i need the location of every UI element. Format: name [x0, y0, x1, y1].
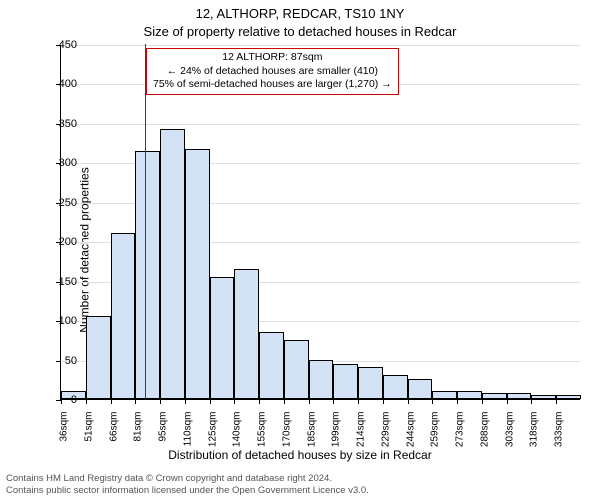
x-tick-mark — [135, 399, 136, 404]
histogram-bar — [284, 340, 309, 399]
x-tick-label: 110sqm — [182, 412, 193, 452]
y-tick-label: 150 — [47, 276, 77, 288]
x-tick-label: 140sqm — [232, 412, 243, 452]
histogram-bar — [556, 395, 581, 399]
histogram-bar — [160, 129, 185, 399]
x-tick-mark — [333, 399, 334, 404]
x-tick-mark — [556, 399, 557, 404]
x-tick-mark — [482, 399, 483, 404]
x-tick-label: 303sqm — [504, 412, 515, 452]
grid-line — [61, 124, 580, 125]
histogram-bar — [482, 393, 507, 399]
histogram-bar — [457, 391, 482, 399]
y-tick-label: 350 — [47, 118, 77, 130]
x-tick-label: 81sqm — [133, 412, 144, 452]
x-tick-mark — [507, 399, 508, 404]
x-tick-mark — [284, 399, 285, 404]
histogram-bar — [531, 395, 556, 399]
annotation-line: 12 ALTHORP: 87sqm — [153, 51, 392, 65]
x-tick-label: 66sqm — [108, 412, 119, 452]
annotation-line: ← 24% of detached houses are smaller (41… — [153, 65, 392, 79]
chart-title-main: 12, ALTHORP, REDCAR, TS10 1NY — [0, 6, 600, 21]
x-tick-mark — [86, 399, 87, 404]
x-tick-label: 125sqm — [207, 412, 218, 452]
histogram-bar — [333, 364, 358, 400]
x-tick-mark — [383, 399, 384, 404]
footer-attribution: Contains HM Land Registry data © Crown c… — [6, 473, 369, 497]
plot-area: 12 ALTHORP: 87sqm← 24% of detached house… — [60, 45, 580, 400]
histogram-bar — [358, 367, 383, 399]
grid-line — [61, 45, 580, 46]
x-tick-mark — [358, 399, 359, 404]
x-tick-label: 95sqm — [158, 412, 169, 452]
x-tick-label: 273sqm — [455, 412, 466, 452]
histogram-bar — [210, 277, 235, 399]
x-tick-label: 288sqm — [479, 412, 490, 452]
histogram-bar — [86, 316, 111, 399]
y-tick-label: 200 — [47, 236, 77, 248]
histogram-bar — [185, 149, 210, 399]
x-tick-mark — [111, 399, 112, 404]
x-tick-label: 170sqm — [281, 412, 292, 452]
chart-container: 12, ALTHORP, REDCAR, TS10 1NY Size of pr… — [0, 0, 600, 500]
x-tick-mark — [185, 399, 186, 404]
histogram-bar — [507, 393, 532, 399]
footer-line2: Contains public sector information licen… — [6, 485, 369, 497]
x-tick-mark — [531, 399, 532, 404]
x-tick-mark — [234, 399, 235, 404]
annotation-line: 75% of semi-detached houses are larger (… — [153, 78, 392, 92]
x-tick-mark — [210, 399, 211, 404]
x-tick-label: 229sqm — [380, 412, 391, 452]
x-tick-mark — [160, 399, 161, 404]
histogram-bar — [259, 332, 284, 399]
x-tick-label: 318sqm — [529, 412, 540, 452]
x-tick-label: 244sqm — [405, 412, 416, 452]
x-tick-label: 51sqm — [83, 412, 94, 452]
x-tick-mark — [309, 399, 310, 404]
y-tick-label: 250 — [47, 197, 77, 209]
x-tick-mark — [432, 399, 433, 404]
footer-line1: Contains HM Land Registry data © Crown c… — [6, 473, 369, 485]
histogram-bar — [135, 151, 160, 400]
y-tick-label: 100 — [47, 315, 77, 327]
x-tick-label: 155sqm — [257, 412, 268, 452]
histogram-bar — [408, 379, 433, 399]
x-tick-label: 214sqm — [356, 412, 367, 452]
x-tick-label: 333sqm — [554, 412, 565, 452]
x-tick-label: 36sqm — [59, 412, 70, 452]
x-tick-mark — [457, 399, 458, 404]
histogram-bar — [111, 233, 136, 399]
x-tick-label: 185sqm — [306, 412, 317, 452]
histogram-bar — [383, 375, 408, 399]
x-tick-mark — [408, 399, 409, 404]
y-tick-label: 300 — [47, 157, 77, 169]
x-tick-label: 199sqm — [331, 412, 342, 452]
annotation-box: 12 ALTHORP: 87sqm← 24% of detached house… — [146, 48, 399, 95]
y-tick-label: 400 — [47, 78, 77, 90]
histogram-bar — [309, 360, 334, 399]
property-marker-line — [145, 44, 146, 399]
x-tick-label: 259sqm — [430, 412, 441, 452]
histogram-bar — [234, 269, 259, 399]
histogram-bar — [432, 391, 457, 399]
y-tick-label: 450 — [47, 39, 77, 51]
y-tick-label: 50 — [47, 355, 77, 367]
y-tick-label: 0 — [47, 394, 77, 406]
chart-title-sub: Size of property relative to detached ho… — [0, 24, 600, 39]
x-tick-mark — [259, 399, 260, 404]
